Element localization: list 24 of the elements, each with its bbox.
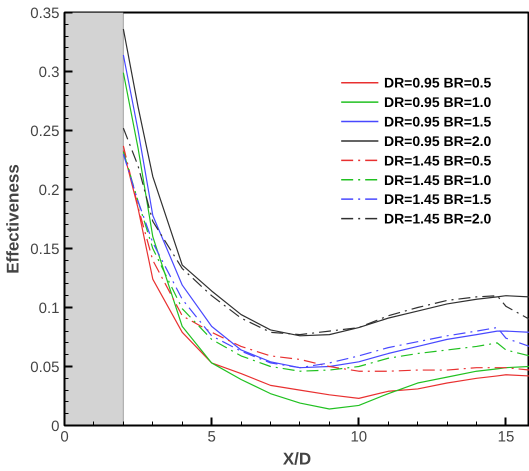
x-axis-title: X/D <box>282 450 312 468</box>
y-axis-title: Effectiveness <box>3 164 22 274</box>
x-tick-label: 10 <box>350 428 368 446</box>
x-tick-label: 5 <box>207 428 216 446</box>
y-tick-label: 0.1 <box>38 300 60 317</box>
x-tick-label: 15 <box>498 428 514 446</box>
y-tick-label: 0.05 <box>30 359 60 376</box>
legend-label: DR=1.45 BR=2.0 <box>384 210 492 227</box>
line-series <box>122 72 529 410</box>
y-tick-label: 0 <box>51 418 60 435</box>
line-series <box>122 28 529 336</box>
line-series <box>122 54 529 368</box>
legend-label: DR=0.95 BR=1.0 <box>384 94 492 110</box>
legend-label: DR=0.95 BR=1.5 <box>384 114 492 130</box>
y-tick-label: 0.35 <box>30 5 60 22</box>
legend-label: DR=0.95 BR=2.0 <box>384 132 492 149</box>
legend-label: DR=0.95 BR=0.5 <box>384 74 492 91</box>
y-tick-label: 0.25 <box>30 123 60 140</box>
legend-label: DR=1.45 BR=0.5 <box>384 152 492 168</box>
y-tick-label: 0.15 <box>30 241 60 258</box>
legend-label: DR=1.45 BR=1.5 <box>384 191 492 208</box>
legend-label: DR=1.45 BR=1.0 <box>384 172 492 188</box>
y-tick-label: 0.2 <box>38 182 60 199</box>
y-tick-label: 0.3 <box>38 64 60 81</box>
